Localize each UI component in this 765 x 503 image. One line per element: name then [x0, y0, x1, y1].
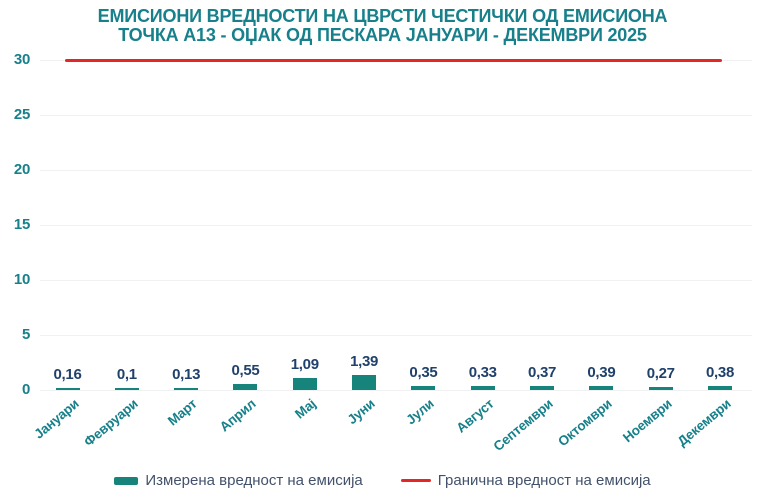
bar-Мај[interactable] [292, 378, 317, 390]
gridline-20 [40, 169, 752, 171]
y-axis-label-10: 10 [13, 271, 30, 288]
bar-Март[interactable] [174, 387, 199, 390]
measured-series-swatch-icon [114, 476, 139, 485]
legend-item-limit[interactable]: Гранична вредност на емисија [400, 472, 651, 489]
bar-Ноември[interactable] [648, 387, 673, 390]
y-axis-label-0: 0 [21, 381, 30, 398]
y-axis-label-30: 30 [13, 51, 30, 68]
bar-value-label: 0,33 [468, 364, 497, 382]
gridline-25 [40, 114, 752, 116]
legend-label-measured: Измерена вредност на емисија [145, 472, 363, 489]
legend-label-limit: Гранична вредност на емисија [437, 472, 651, 489]
y-axis-label-5: 5 [21, 326, 30, 343]
y-axis-label-20: 20 [13, 161, 30, 178]
limit-line [65, 58, 722, 62]
bar-Јуни[interactable] [352, 374, 377, 390]
bar-value-label: 1,39 [350, 352, 379, 370]
y-axis-label-25: 25 [13, 106, 30, 123]
bar-Септември[interactable] [530, 385, 555, 390]
gridline-0 [40, 389, 752, 391]
bar-value-label: 0,27 [646, 365, 675, 383]
chart-title-line1: ЕМИСИОНИ ВРЕДНОСТИ НА ЦВРСТИ ЧЕСТИЧКИ ОД… [97, 6, 668, 26]
gridline-10 [40, 279, 752, 281]
bar-Октомври[interactable] [589, 385, 614, 390]
y-axis-label-15: 15 [13, 216, 30, 233]
gridline-15 [40, 224, 752, 226]
bar-value-label: 0,37 [528, 363, 557, 381]
bar-value-label: 0,35 [409, 364, 438, 382]
bar-value-label: 0,55 [231, 361, 260, 379]
bar-value-label: 0,16 [53, 365, 82, 383]
limit-series-swatch-icon [400, 478, 431, 483]
bar-value-label: 1,09 [290, 356, 319, 373]
legend: Измерена вредност на емисија Гранична вр… [0, 472, 765, 489]
bar-value-label: 0,13 [172, 365, 201, 383]
bar-value-label: 0,38 [706, 363, 735, 381]
bar-value-label: 0,39 [587, 363, 616, 381]
bar-Декември[interactable] [708, 385, 733, 390]
bar-Јули[interactable] [411, 386, 436, 390]
legend-item-measured[interactable]: Измерена вредност на емисија [114, 472, 363, 489]
chart-title-line2: ТОЧКА А13 - ОЏАК ОД ПЕСКАРА ЈАНУАРИ - ДЕ… [118, 25, 647, 45]
bar-value-label: 0,1 [116, 365, 137, 383]
gridline-5 [40, 334, 752, 336]
bar-Февруари[interactable] [114, 387, 139, 390]
bar-Април[interactable] [233, 383, 258, 390]
bar-Август[interactable] [470, 386, 495, 390]
bar-Јануари[interactable] [55, 387, 80, 390]
chart-title: ЕМИСИОНИ ВРЕДНОСТИ НА ЦВРСТИ ЧЕСТИЧКИ ОД… [0, 7, 765, 45]
